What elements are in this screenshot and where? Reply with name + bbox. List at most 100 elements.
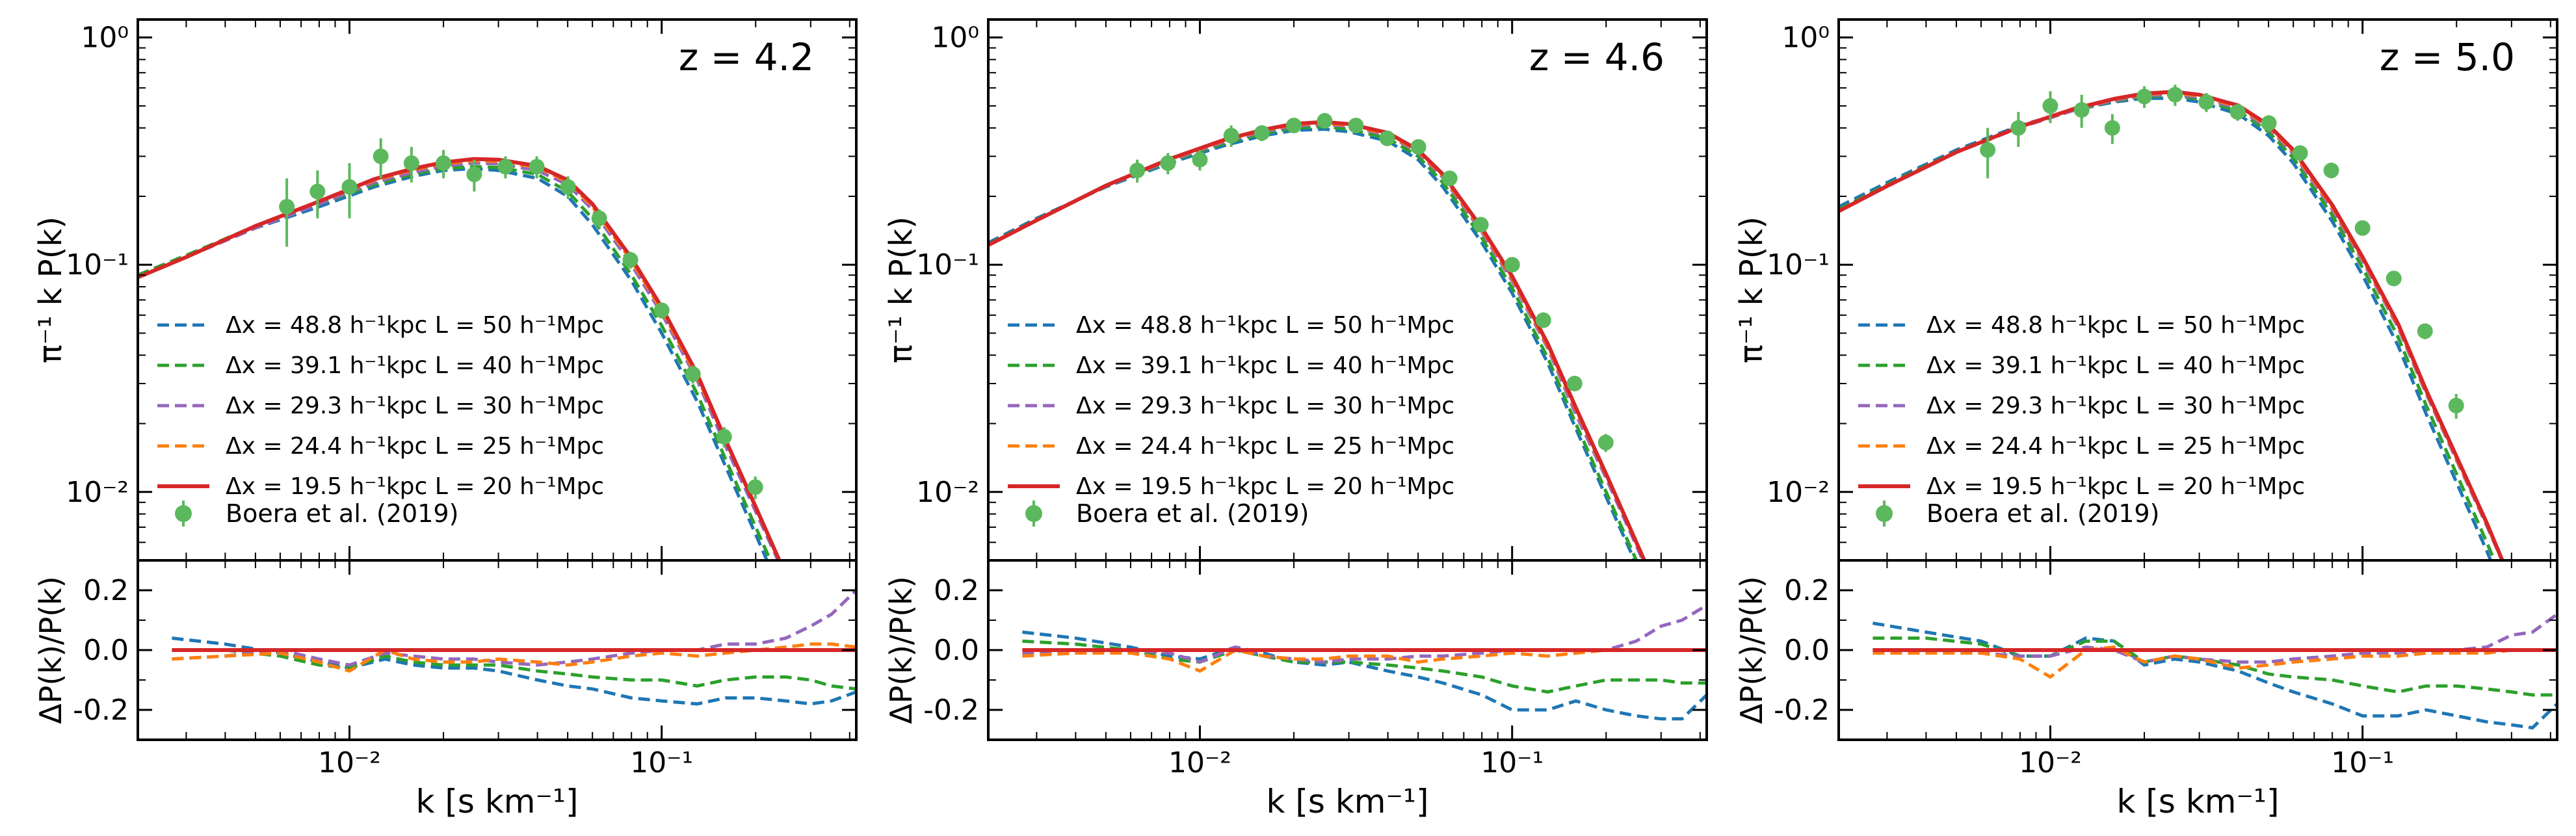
x-tick-label: 10⁻¹ bbox=[1480, 746, 1544, 779]
x-tick-label: 10⁻² bbox=[2019, 746, 2082, 779]
legend-label: Δx = 24.4 h⁻¹kpc L = 25 h⁻¹Mpc bbox=[226, 433, 604, 460]
y-axis-label-top: π⁻¹ k P(k) bbox=[1733, 216, 1770, 363]
observation-point bbox=[1410, 138, 1426, 155]
legend-label: Δx = 29.3 h⁻¹kpc L = 30 h⁻¹Mpc bbox=[226, 393, 604, 419]
observation-point bbox=[2010, 120, 2027, 136]
observation-point bbox=[436, 155, 452, 171]
observation-point bbox=[2261, 115, 2277, 131]
y-tick-label-top: 10⁻¹ bbox=[66, 248, 129, 281]
observation-point bbox=[1348, 118, 1364, 134]
legend-label: Δx = 29.3 h⁻¹kpc L = 30 h⁻¹Mpc bbox=[1926, 393, 2305, 419]
chart-panel-2: 10⁻² 10⁻¹ 10⁻² 10⁻¹ 10⁰ -0.2 0.0 0.2 k [s km⁻¹] π… bbox=[883, 18, 1708, 820]
observation-point bbox=[1192, 151, 1208, 168]
series-line-1 bbox=[138, 166, 769, 560]
legend-label: Δx = 19.5 h⁻¹kpc L = 20 h⁻¹Mpc bbox=[1076, 473, 1454, 500]
residual-line-3 bbox=[1873, 612, 2557, 664]
y-tick-label-bottom: -0.2 bbox=[73, 694, 129, 727]
observation-point bbox=[1223, 127, 1239, 144]
observation-point bbox=[653, 302, 670, 319]
observation-point bbox=[529, 159, 545, 175]
series-line-1 bbox=[988, 127, 1636, 560]
y-tick-label-bottom: 0.0 bbox=[83, 634, 129, 667]
x-axis-label: k [s km⁻¹] bbox=[416, 783, 579, 820]
y-tick-label-top: 10⁻¹ bbox=[1767, 248, 1830, 281]
observation-point bbox=[309, 183, 326, 200]
observation-point bbox=[403, 155, 419, 171]
residual-line-4 bbox=[1022, 648, 1707, 673]
legend-swatch bbox=[175, 505, 192, 522]
legend-label: Δx = 48.8 h⁻¹kpc L = 50 h⁻¹Mpc bbox=[226, 312, 604, 339]
x-tick-label: 10⁻² bbox=[1168, 746, 1231, 779]
panel-redshift-label: z = 4.6 bbox=[1529, 35, 1664, 79]
legend-label: Δx = 48.8 h⁻¹kpc L = 50 h⁻¹Mpc bbox=[1076, 312, 1454, 339]
observation-point bbox=[497, 159, 514, 175]
y-tick-label-bottom: 0.0 bbox=[934, 634, 979, 667]
observation-point bbox=[2136, 88, 2153, 105]
x-axis-label: k [s km⁻¹] bbox=[1267, 783, 1429, 820]
x-tick-label: 10⁻¹ bbox=[2331, 746, 2394, 779]
top-plot-area bbox=[1839, 85, 2504, 560]
observation-point bbox=[1160, 155, 1176, 171]
top-plot-area bbox=[138, 138, 782, 560]
residual-line-3 bbox=[172, 589, 856, 667]
y-tick-label-bottom: 0.2 bbox=[83, 574, 129, 607]
observation-point bbox=[747, 479, 763, 495]
y-tick-label-bottom: 0.2 bbox=[934, 574, 979, 607]
observation-point bbox=[622, 252, 638, 268]
legend-label: Δx = 24.4 h⁻¹kpc L = 25 h⁻¹Mpc bbox=[1076, 433, 1454, 460]
observation-point bbox=[1566, 375, 1583, 391]
y-tick-label-bottom: 0.2 bbox=[1784, 574, 1830, 607]
y-axis-label-bottom: ΔP(k)/P(k) bbox=[884, 576, 919, 724]
residual-line-4 bbox=[172, 642, 856, 673]
bottom-plot-area bbox=[1872, 612, 2557, 730]
y-tick-label-top: 10⁻² bbox=[916, 476, 979, 509]
legend-label: Δx = 39.1 h⁻¹kpc L = 40 h⁻¹Mpc bbox=[226, 352, 604, 379]
residual-line-2 bbox=[172, 648, 856, 691]
observation-point bbox=[2198, 94, 2215, 110]
y-tick-label-bottom: 0.0 bbox=[1784, 634, 1830, 667]
legend-label: Δx = 24.4 h⁻¹kpc L = 25 h⁻¹Mpc bbox=[1926, 433, 2305, 460]
observation-point bbox=[2229, 104, 2246, 120]
y-tick-label-top: 10⁰ bbox=[81, 21, 129, 55]
observation-point bbox=[1504, 257, 1520, 273]
panel-redshift-label: z = 5.0 bbox=[2380, 35, 2515, 79]
observation-point bbox=[1317, 112, 1333, 129]
legend-label: Boera et al. (2019) bbox=[226, 499, 458, 528]
observation-point bbox=[2073, 102, 2090, 118]
observation-point bbox=[2042, 98, 2058, 114]
residual-line-1 bbox=[172, 636, 856, 706]
observation-point bbox=[1535, 312, 1551, 328]
observation-point bbox=[1129, 163, 1146, 179]
x-axis-label: k [s km⁻¹] bbox=[2117, 783, 2280, 820]
residual-line-1 bbox=[1872, 621, 2557, 730]
y-tick-label-bottom: -0.2 bbox=[1774, 694, 1830, 727]
observation-point bbox=[1473, 216, 1489, 233]
observation-point bbox=[2354, 220, 2371, 236]
x-tick-label: 10⁻¹ bbox=[630, 746, 693, 779]
legend-label: Boera et al. (2019) bbox=[1926, 499, 2159, 528]
observation-point bbox=[2417, 323, 2433, 339]
observation-point bbox=[2323, 163, 2339, 179]
observation-point bbox=[2167, 86, 2183, 103]
x-tick-label: 10⁻² bbox=[318, 746, 381, 779]
legend-label: Δx = 29.3 h⁻¹kpc L = 30 h⁻¹Mpc bbox=[1076, 393, 1454, 419]
legend-label: Δx = 39.1 h⁻¹kpc L = 40 h⁻¹Mpc bbox=[1926, 352, 2305, 379]
observation-point bbox=[279, 198, 295, 215]
series-line-2 bbox=[988, 125, 1638, 560]
observation-point bbox=[685, 366, 701, 382]
legend-label: Δx = 48.8 h⁻¹kpc L = 50 h⁻¹Mpc bbox=[1926, 312, 2305, 339]
y-tick-label-top: 10⁰ bbox=[931, 21, 979, 55]
legend-label: Δx = 19.5 h⁻¹kpc L = 20 h⁻¹Mpc bbox=[226, 473, 604, 500]
observation-point bbox=[1980, 142, 1996, 158]
y-axis-label-top: π⁻¹ k P(k) bbox=[33, 216, 69, 363]
bottom-plot-area bbox=[172, 589, 856, 706]
observation-point bbox=[373, 148, 389, 164]
residual-line-1 bbox=[1022, 630, 1707, 721]
y-tick-label-top: 10⁻¹ bbox=[916, 248, 979, 281]
legend-swatch bbox=[1025, 505, 1042, 522]
observation-point bbox=[466, 166, 482, 183]
observation-point bbox=[2448, 397, 2464, 413]
bottom-plot-area bbox=[1022, 603, 1707, 721]
y-tick-label-top: 10⁻² bbox=[1767, 476, 1830, 509]
y-tick-label-top: 10⁻² bbox=[66, 476, 129, 509]
